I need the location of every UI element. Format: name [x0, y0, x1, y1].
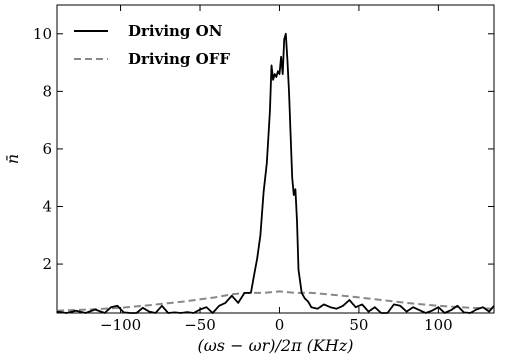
plot-area — [56, 4, 495, 314]
plot-frame — [56, 4, 495, 314]
y-tick-label: 8 — [42, 82, 52, 100]
y-tick-label: 6 — [42, 140, 52, 158]
y-tick-label: 2 — [42, 255, 52, 273]
series-line-driving-off — [56, 290, 495, 312]
ticks-layer: −100 −50 0 50 100 2 4 6 8 10 — [33, 5, 494, 334]
series-layer — [56, 32, 495, 314]
series-line-driving-on — [56, 32, 495, 314]
x-tick-label: 0 — [275, 316, 285, 334]
x-tick-label: −100 — [100, 316, 141, 334]
x-tick-label: 50 — [349, 316, 368, 334]
x-axis-label: (ωs − ωr)/2π (KHz) — [197, 336, 353, 355]
legend-label: Driving ON — [128, 22, 223, 40]
legend-label: Driving OFF — [128, 50, 230, 68]
legend: Driving ON Driving OFF — [74, 22, 230, 68]
x-tick-label: −50 — [184, 316, 216, 334]
y-tick-label: 4 — [42, 197, 52, 215]
y-axis-label: n̄ — [3, 154, 22, 164]
y-tick-label: 10 — [33, 25, 52, 43]
x-tick-label: 100 — [424, 316, 453, 334]
